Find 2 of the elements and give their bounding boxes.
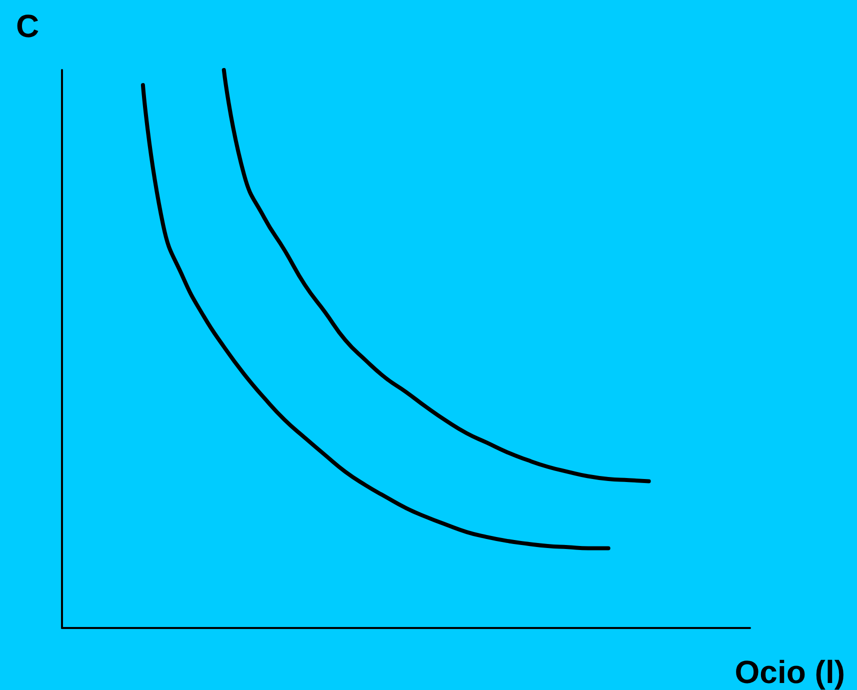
- x-axis-title: Ocio (l): [734, 654, 845, 690]
- y-axis-title: C: [16, 8, 40, 44]
